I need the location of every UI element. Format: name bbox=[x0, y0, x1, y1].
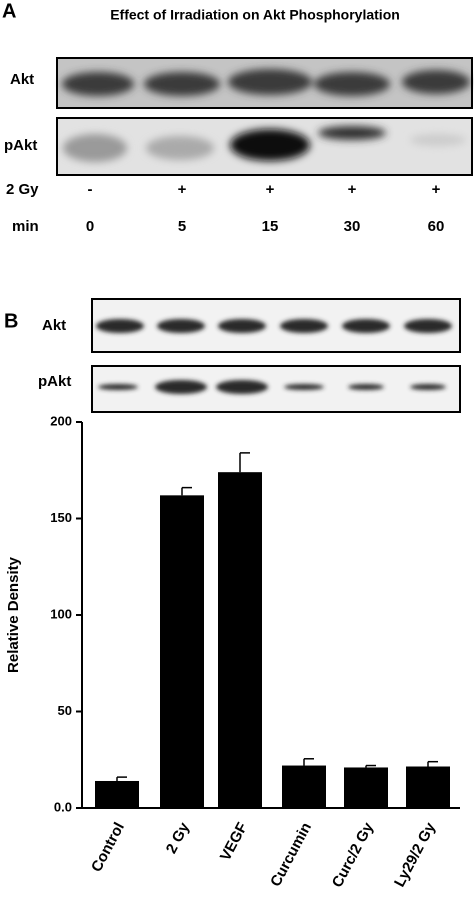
y-axis-title: Relative Density bbox=[5, 556, 22, 673]
row-label: 2 Gy bbox=[6, 181, 39, 198]
y-tick-label: 0.0 bbox=[54, 799, 72, 814]
blot-label: pAkt bbox=[4, 137, 37, 154]
blot-akt-b bbox=[91, 298, 461, 353]
bar bbox=[218, 472, 262, 808]
bar bbox=[406, 766, 450, 808]
time-label: 15 bbox=[262, 218, 279, 235]
treatment-sign: + bbox=[178, 181, 187, 198]
x-tick-label: Control bbox=[88, 820, 128, 875]
x-tick-label: Curcumin bbox=[267, 820, 315, 890]
treatment-sign: + bbox=[266, 181, 275, 198]
x-tick-label: 2 Gy bbox=[163, 819, 194, 856]
x-tick-label: Curc/2 Gy bbox=[329, 819, 378, 890]
y-tick-label: 150 bbox=[50, 510, 72, 525]
bar bbox=[282, 765, 326, 808]
title: Effect of Irradiation on Akt Phosphoryla… bbox=[110, 7, 400, 23]
bar bbox=[160, 495, 204, 808]
blot-label: Akt bbox=[42, 317, 66, 334]
blot-label: pAkt bbox=[38, 373, 71, 390]
treatment-sign: - bbox=[88, 181, 93, 198]
blot-pakt-b bbox=[91, 365, 461, 413]
treatment-sign: + bbox=[348, 181, 357, 198]
panel-label: B bbox=[4, 310, 18, 332]
blot-akt-a bbox=[56, 57, 473, 109]
y-tick-label: 50 bbox=[58, 703, 72, 718]
y-tick-label: 100 bbox=[50, 606, 72, 621]
time-label: 0 bbox=[86, 218, 94, 235]
panel-label: A bbox=[2, 0, 16, 22]
x-tick-label: Ly29/2 Gy bbox=[391, 819, 439, 890]
x-tick-label: VEGF bbox=[217, 820, 251, 864]
bar bbox=[344, 767, 388, 808]
time-label: 60 bbox=[428, 218, 445, 235]
blot-label: Akt bbox=[10, 71, 34, 88]
time-label: 5 bbox=[178, 218, 186, 235]
row-label: min bbox=[12, 218, 39, 235]
treatment-sign: + bbox=[432, 181, 441, 198]
y-tick-label: 200 bbox=[50, 413, 72, 428]
bar bbox=[95, 780, 139, 808]
blot-pakt-a bbox=[56, 117, 473, 176]
time-label: 30 bbox=[344, 218, 361, 235]
